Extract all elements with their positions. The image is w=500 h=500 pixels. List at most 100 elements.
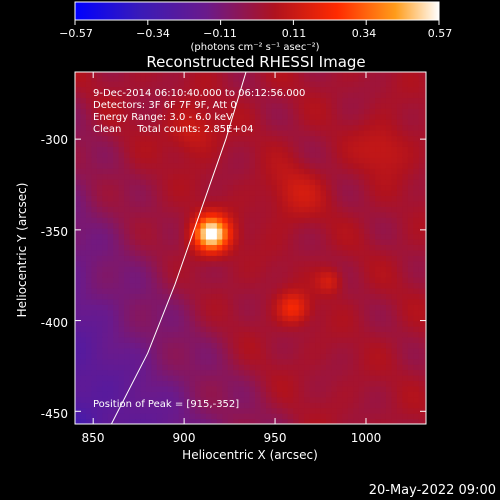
heatmap-cell [113,266,120,273]
heatmap-cell [140,146,147,153]
heatmap-cell [276,260,283,267]
heatmap-cell [293,326,300,333]
heatmap-cell [255,418,262,424]
heatmap-cell [353,391,360,398]
heatmap-cell [304,364,311,371]
heatmap-cell [211,119,218,126]
heatmap-cell [113,217,120,224]
heatmap-cell [380,72,387,77]
heatmap-cell [162,124,169,131]
heatmap-cell [293,364,300,371]
heatmap-cell [276,217,283,224]
heatmap-cell [227,260,234,267]
heatmap-cell [364,184,371,191]
heatmap-cell [205,380,212,387]
heatmap-cell [265,238,273,245]
heatmap-cell [331,184,338,191]
heatmap-cell [369,320,376,327]
heatmap-cell [369,413,376,420]
heatmap-cell [102,119,109,126]
heatmap-cell [282,342,289,349]
heatmap-cell [325,113,333,120]
heatmap-cell [353,364,360,371]
heatmap-cell [96,271,103,278]
heatmap-cell [282,228,289,235]
heatmap-cell [309,72,316,77]
heatmap-cell [167,369,174,376]
heatmap-cell [102,385,109,392]
heatmap-cell [80,228,87,235]
heatmap-cell [364,102,371,109]
heatmap-cell [276,326,283,333]
heatmap-cell [402,72,409,77]
heatmap-cell [391,336,398,343]
heatmap-cell [276,293,283,300]
heatmap-cell [178,206,185,213]
heatmap-cell [407,140,414,147]
heatmap-cell [140,287,147,294]
heatmap-cell [195,364,202,371]
heatmap-cell [113,233,120,240]
heatmap-cell [173,173,180,180]
heatmap-cell [107,298,114,305]
heatmap-cell [353,358,360,365]
heatmap-cell [102,151,109,158]
heatmap-cell [364,315,371,322]
heatmap-cell [249,108,256,115]
heatmap-cell [216,135,223,142]
heatmap-cell [91,86,98,93]
heatmap-cell [200,81,207,88]
heatmap-cell [424,413,426,420]
heatmap-cell [233,135,240,142]
heatmap-cell [396,179,403,186]
heatmap-cell [184,271,191,278]
heatmap-cell [75,255,82,262]
heatmap-cell [211,396,218,403]
heatmap-cell [375,413,382,420]
heatmap-cell [227,326,234,333]
heatmap-cell [96,72,103,77]
heatmap-cell [102,331,109,338]
heatmap-cell [396,200,403,207]
heatmap-cell [189,326,196,333]
heatmap-cell [358,157,365,164]
heatmap-cell [151,157,158,164]
heatmap-cell [331,320,338,327]
heatmap-cell [336,315,343,322]
heatmap-cell [407,86,414,93]
heatmap-cell [124,184,131,191]
heatmap-cell [364,375,371,382]
heatmap-cell [96,326,103,333]
heatmap-cell [162,162,169,169]
heatmap-cell [418,189,425,196]
heatmap-cell [271,222,278,229]
heatmap-cell [385,375,393,382]
heatmap-cell [173,255,180,262]
heatmap-cell [162,135,169,142]
heatmap-cell [331,162,338,169]
heatmap-cell [102,315,109,322]
heatmap-cell [75,304,82,311]
heatmap-cell [178,298,185,305]
heatmap-cell [358,358,365,365]
heatmap-cell [118,217,125,224]
heatmap-cell [178,287,185,294]
heatmap-cell [195,326,202,333]
heatmap-cell [418,228,425,235]
heatmap-cell [80,113,87,120]
heatmap-cell [418,249,425,256]
heatmap-cell [364,260,371,267]
heatmap-cell [238,364,245,371]
heatmap-cell [375,195,382,202]
heatmap-cell [151,189,158,196]
heatmap-cell [369,228,376,235]
heatmap-cell [369,396,376,403]
heatmap-cell [85,336,92,343]
heatmap-cell [244,162,251,169]
heatmap-cell [91,102,98,109]
heatmap-cell [184,200,191,207]
heatmap-cell [107,211,114,218]
heatmap-cell [244,233,251,240]
heatmap-cell [91,402,98,409]
heatmap-cell [320,102,327,109]
